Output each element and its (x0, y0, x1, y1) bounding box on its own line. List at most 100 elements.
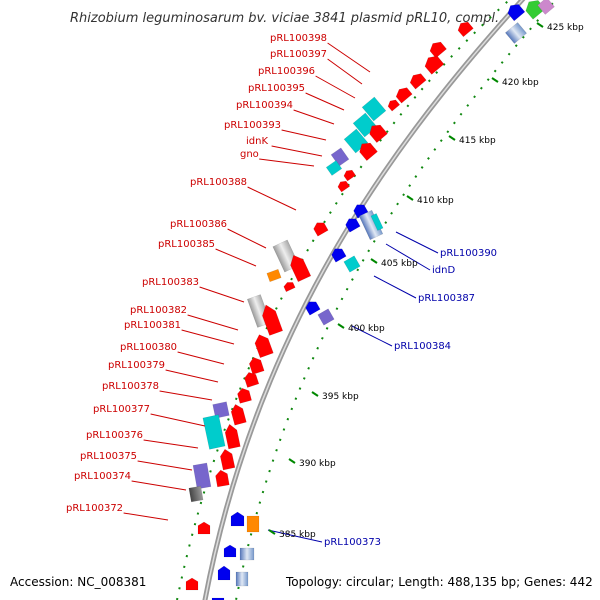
tick-mark (536, 22, 544, 28)
gene-feature (239, 547, 255, 561)
gene-feature (409, 73, 427, 90)
gene-feature (387, 99, 401, 112)
feature-track (185, 0, 555, 600)
leader-line (259, 158, 315, 167)
gene-label-left: pRL100378 (102, 381, 159, 392)
leader-line (293, 109, 335, 125)
gene-label-left: pRL100372 (66, 503, 123, 514)
leader-line (165, 369, 219, 383)
tick-label: 415 kbp (459, 136, 496, 146)
gene-label-left: pRL100395 (248, 83, 305, 94)
leader-line (215, 248, 257, 267)
gene-feature (244, 372, 260, 388)
gene-feature (507, 4, 526, 22)
leader-line (150, 413, 206, 427)
scale-ticks: 425 kbp 420 kbp 415 kbp 410 kbp 405 kbp 400 k… (268, 22, 584, 540)
leader-line (373, 275, 417, 299)
gene-label-left: pRL100388 (190, 177, 247, 188)
gene-feature (395, 87, 413, 104)
gene-label-left: pRL100375 (80, 451, 137, 462)
gene-label-left: pRL100374 (74, 471, 131, 482)
leader-line (305, 92, 345, 111)
gene-feature (224, 423, 241, 450)
leader-line (227, 228, 267, 249)
accession-text: Accession: NC_008381 (10, 575, 146, 589)
gene-label-left: pRL100379 (108, 360, 165, 371)
gene-label-right: pRL100384 (394, 341, 451, 352)
leader-line (143, 439, 199, 449)
leader-line (123, 512, 169, 521)
gene-label-left: pRL100396 (258, 66, 315, 77)
gene-feature (212, 401, 230, 419)
gene-feature (202, 414, 226, 450)
tick-label: 385 kbp (279, 530, 316, 540)
gene-feature (359, 142, 378, 161)
gene-feature (266, 268, 282, 283)
gene-label-right: idnD (432, 265, 455, 276)
tick-label: 405 kbp (381, 259, 418, 269)
leader-line (137, 460, 193, 471)
tick-label: 390 kbp (299, 459, 336, 469)
gene-label-left: pRL100377 (93, 404, 150, 415)
gene-feature (223, 544, 237, 558)
label-leaders (123, 42, 439, 543)
leader-line (131, 480, 187, 491)
leader-line (395, 231, 439, 254)
gene-feature (249, 357, 265, 375)
gene-label-left: gno (240, 149, 259, 160)
leader-line (327, 42, 371, 73)
gene-feature (317, 308, 335, 326)
gene-feature (343, 255, 361, 273)
gene-label-left: pRL100397 (270, 49, 327, 60)
leader-line (327, 58, 363, 85)
gene-feature (457, 21, 474, 38)
gene-label-left: pRL100398 (270, 33, 327, 44)
gene-feature (217, 565, 231, 581)
map-title: Rhizobium leguminosarum bv. viciae 3841 … (70, 11, 507, 26)
backbone-highlight (204, 0, 524, 600)
gene-label-left: idnK (246, 136, 268, 147)
gene-feature (197, 521, 211, 535)
gene-feature (220, 448, 236, 471)
tick-label: 425 kbp (547, 23, 584, 33)
gene-label-left: pRL100385 (158, 239, 215, 250)
topology-text: Topology: circular; Length: 488,135 bp; … (285, 575, 593, 589)
tick-mark (406, 195, 414, 201)
tick-label: 400 kbp (348, 324, 385, 334)
gene-feature (230, 403, 247, 426)
gene-label-left: pRL100383 (142, 277, 199, 288)
leader-line (187, 314, 239, 331)
gene-feature (215, 469, 230, 488)
gene-feature (353, 204, 369, 219)
leader-line (315, 75, 356, 99)
gene-label-left: pRL100386 (170, 219, 227, 230)
leader-line (199, 286, 245, 303)
gene-label-right: pRL100390 (440, 248, 497, 259)
gene-feature (283, 282, 296, 293)
gene-feature (235, 571, 249, 587)
gene-feature (505, 22, 527, 44)
tick-label: 410 kbp (417, 196, 454, 206)
gene-label-left: pRL100376 (86, 430, 143, 441)
gene-feature (188, 485, 204, 503)
gene-label-left: pRL100381 (124, 320, 181, 331)
gene-feature (246, 515, 260, 533)
leader-line (271, 145, 323, 157)
gene-feature (230, 511, 245, 527)
gene-label-left: pRL100382 (130, 305, 187, 316)
gene-label-right: pRL100373 (324, 537, 381, 548)
tick-mark (370, 258, 378, 264)
tick-mark (491, 77, 499, 83)
gene-label-left: pRL100380 (120, 342, 177, 353)
tick-mark (311, 391, 319, 397)
gene-feature (290, 254, 312, 283)
gene-label-right: pRL100387 (418, 293, 475, 304)
gene-feature (369, 124, 388, 143)
leader-line (181, 329, 235, 345)
gene-feature (211, 597, 225, 600)
gene-feature (345, 218, 361, 233)
tick-mark (448, 135, 456, 141)
gene-feature (331, 248, 347, 263)
leader-line (177, 351, 225, 365)
tick-mark (337, 323, 345, 329)
